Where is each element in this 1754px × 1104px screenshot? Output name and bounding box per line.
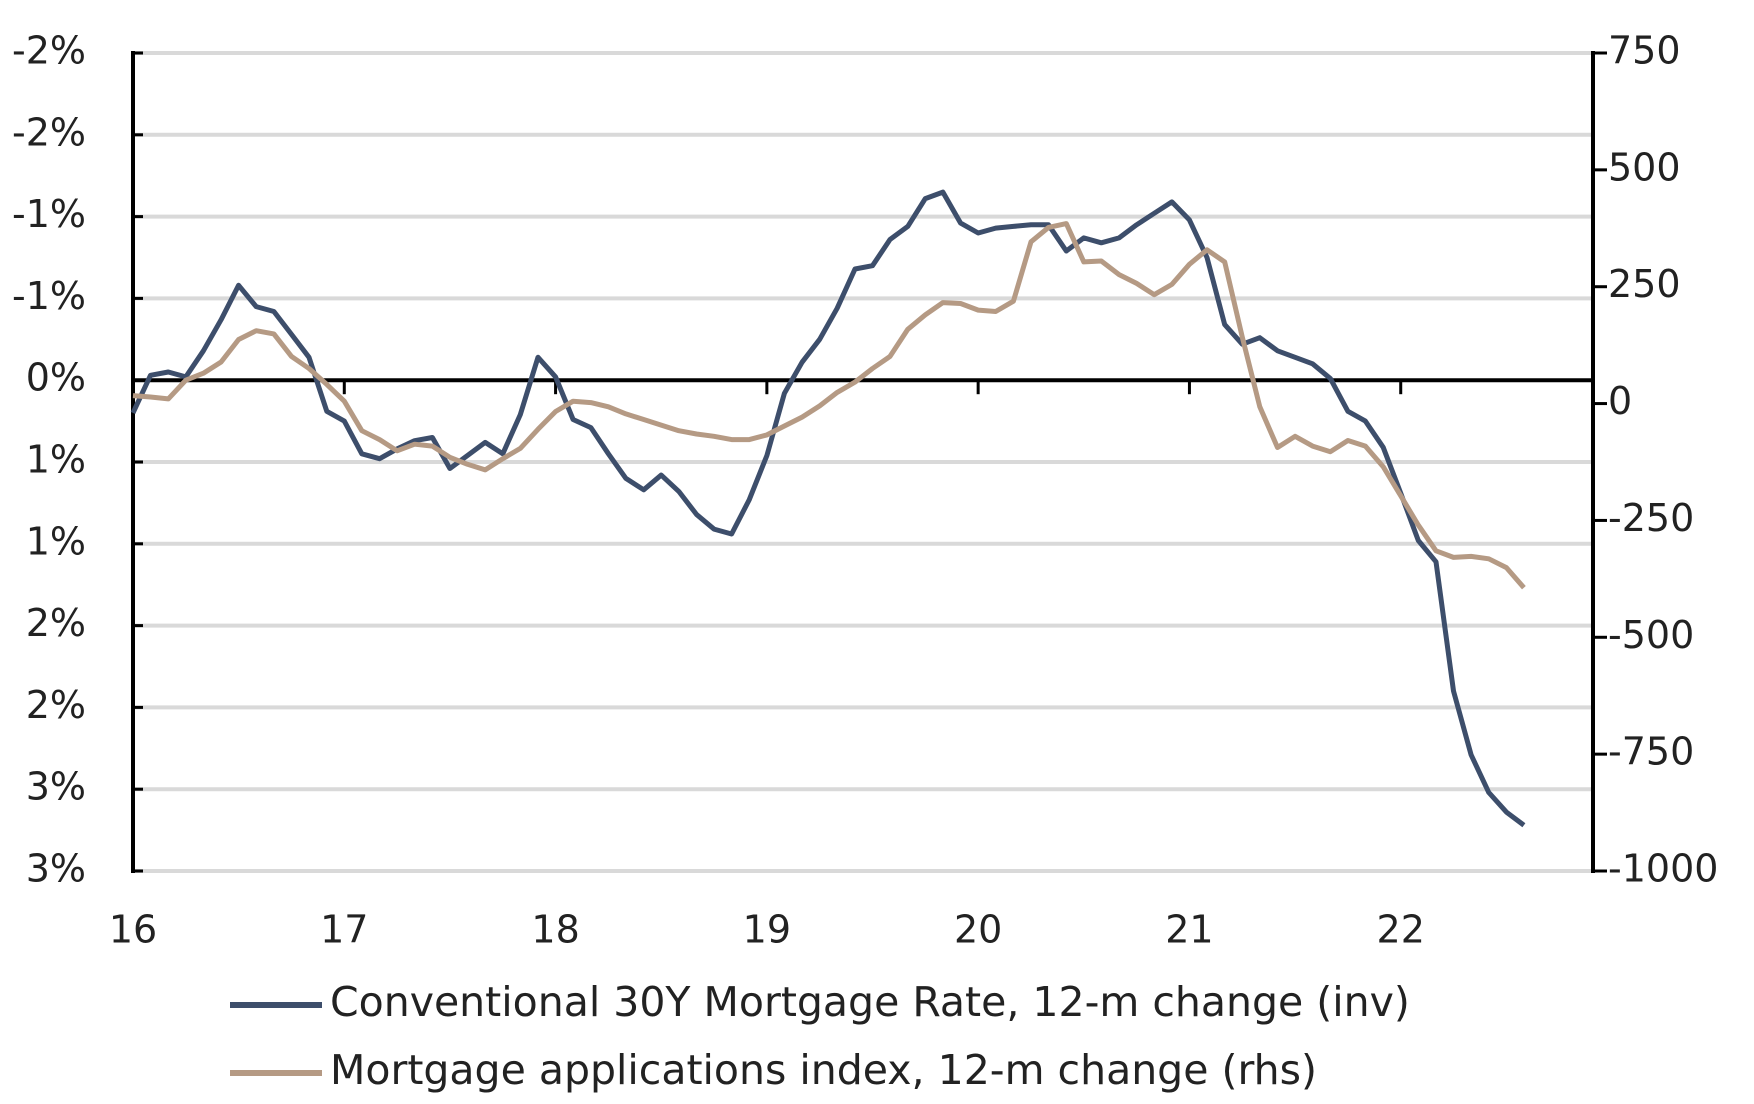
y-tick-label: 1% [26, 519, 86, 563]
y-tick-label: 1% [26, 438, 86, 482]
y-tick-label: 2% [26, 683, 86, 727]
y2-tick-label: 0 [1608, 379, 1632, 423]
x-tick-label: 19 [743, 908, 791, 952]
y-tick-label: -2% [12, 110, 86, 154]
y-tick-label: -1% [12, 192, 86, 236]
y-tick-label: 0% [26, 356, 86, 400]
y-tick-label: 3% [26, 847, 86, 891]
y2-tick-label: 250 [1608, 262, 1681, 306]
x-tick-label: 18 [531, 908, 579, 952]
y2-tick-label: 750 [1608, 29, 1681, 73]
y-tick-label: 3% [26, 765, 86, 809]
x-tick-label: 17 [320, 908, 368, 952]
y-tick-label: 2% [26, 601, 86, 645]
x-tick-label: 22 [1377, 908, 1425, 952]
series-line [132, 221, 1526, 590]
y-tick-label: -1% [12, 274, 86, 318]
x-tick-label: 21 [1165, 908, 1213, 952]
x-tick-label: 16 [109, 908, 157, 952]
y2-tick-label: -750 [1608, 730, 1694, 774]
legend-label: Mortgage applications index, 12-m change… [330, 1046, 1317, 1094]
legend-label: Conventional 30Y Mortgage Rate, 12-m cha… [330, 978, 1410, 1026]
y2-tick-label: -1000 [1608, 847, 1718, 891]
series-line [130, 189, 1526, 828]
y-tick-label: -2% [12, 29, 86, 73]
y2-tick-label: -250 [1608, 496, 1694, 540]
y2-tick-label: 500 [1608, 145, 1681, 189]
x-tick-label: 20 [954, 908, 1002, 952]
y2-tick-label: -500 [1608, 613, 1694, 657]
